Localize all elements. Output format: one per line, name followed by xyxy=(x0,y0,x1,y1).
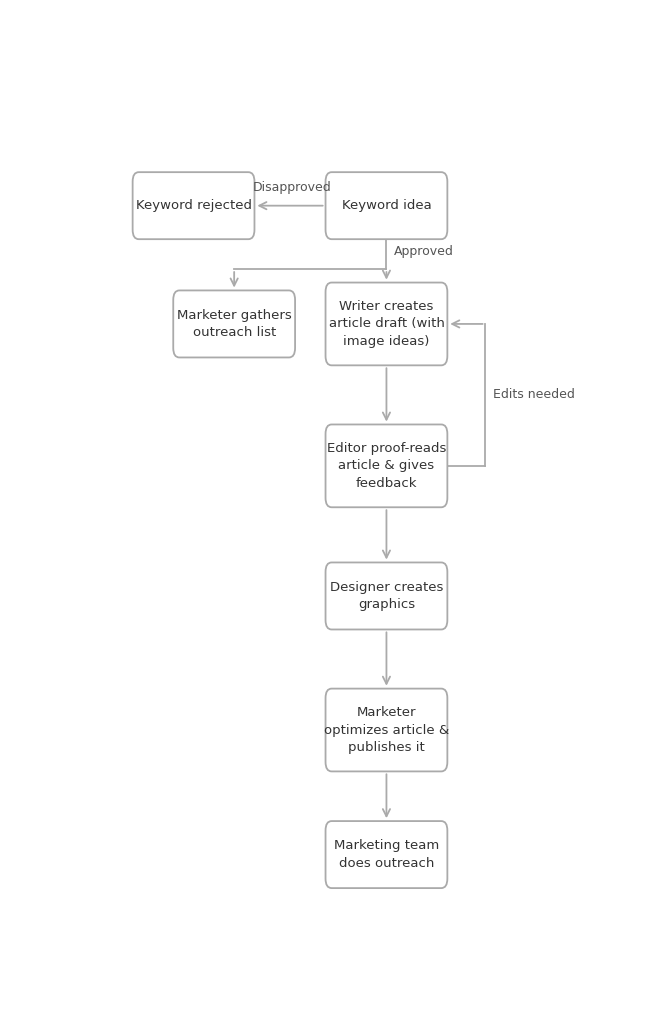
Text: Marketer
optimizes article &
publishes it: Marketer optimizes article & publishes i… xyxy=(324,706,449,754)
FancyBboxPatch shape xyxy=(326,425,447,507)
Text: Designer creates
graphics: Designer creates graphics xyxy=(329,581,443,611)
Text: Edits needed: Edits needed xyxy=(493,388,575,401)
Text: Writer creates
article draft (with
image ideas): Writer creates article draft (with image… xyxy=(329,300,444,348)
FancyBboxPatch shape xyxy=(326,821,447,888)
Text: Disapproved: Disapproved xyxy=(253,181,332,194)
FancyBboxPatch shape xyxy=(326,283,447,366)
FancyBboxPatch shape xyxy=(173,291,295,357)
Text: Marketing team
does outreach: Marketing team does outreach xyxy=(334,840,439,869)
Text: Keyword rejected: Keyword rejected xyxy=(136,200,252,212)
FancyBboxPatch shape xyxy=(326,688,447,771)
Text: Editor proof-reads
article & gives
feedback: Editor proof-reads article & gives feedb… xyxy=(327,442,446,489)
FancyBboxPatch shape xyxy=(132,172,254,240)
Text: Keyword idea: Keyword idea xyxy=(341,200,432,212)
FancyBboxPatch shape xyxy=(326,172,447,240)
Text: Approved: Approved xyxy=(394,245,454,258)
Text: Marketer gathers
outreach list: Marketer gathers outreach list xyxy=(177,308,291,339)
FancyBboxPatch shape xyxy=(326,562,447,630)
